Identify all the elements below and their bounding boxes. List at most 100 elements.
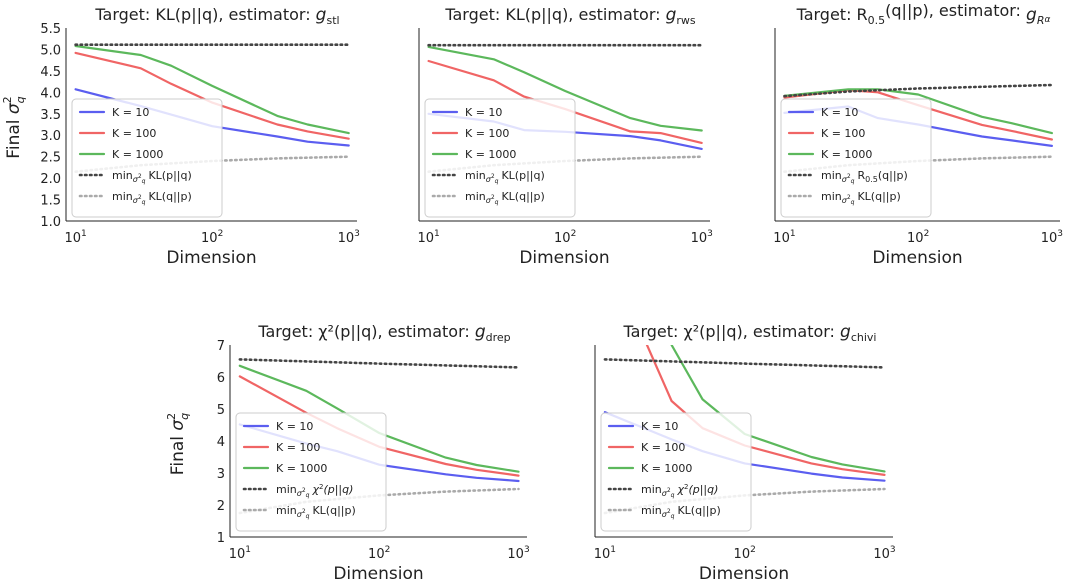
legend-label-part: σ <box>297 489 303 498</box>
chart-title-part: Target: KL(p||q), estimator: <box>94 5 315 24</box>
y-tick-label: 1 <box>217 531 225 546</box>
legend-label-part: σ <box>842 196 848 205</box>
x-tick-label-part: 10 <box>554 231 571 246</box>
chart-title-part: R <box>1037 14 1045 27</box>
legend-label-part: 2 <box>138 173 142 180</box>
y-tick-label: 4.0 <box>40 86 61 101</box>
y-tick-label: 5 <box>217 403 225 418</box>
chart-title: Target: KL(p||q), estimator: gstl <box>94 5 339 27</box>
x-tick-label-part: 1 <box>245 545 251 555</box>
x-tick-label-part: 1 <box>81 229 87 239</box>
chart-title: Target: χ²(p||q), estimator: gdrep <box>257 322 510 344</box>
legend-label: minσ2q χ2(p||q) <box>641 483 718 499</box>
y-axis-label-part: 2 <box>1 96 14 103</box>
chart-title-part: chivi <box>851 331 877 344</box>
y-tick-label: 2.5 <box>40 151 61 166</box>
legend-label: minσ2q KL(q||p) <box>112 190 192 206</box>
y-tick-label: 6 <box>217 371 225 386</box>
x-tick-label-part: 10 <box>338 231 355 246</box>
legend-label: minσ2q KL(q||p) <box>641 504 721 520</box>
legend-label-part: 2 <box>667 508 671 515</box>
legend-label: K = 10 <box>641 420 678 433</box>
x-tick-label-part: 2 <box>218 229 224 239</box>
x-tick-label-part: 10 <box>64 231 81 246</box>
legend-label-part: (p||q) <box>323 483 353 496</box>
x-tick-label-part: 3 <box>707 229 713 239</box>
y-axis-label: Final σ2q <box>165 413 191 475</box>
chart-title-part: g <box>316 5 327 25</box>
y-axis-label-part: q <box>178 413 191 420</box>
legend-label: K = 10 <box>112 106 149 119</box>
legend-label-part: σ <box>297 510 303 519</box>
x-tick-label-part: 10 <box>368 547 385 562</box>
legend-label: minσ2q KL(p||q) <box>112 169 192 185</box>
legend-box <box>424 98 576 218</box>
y-tick-label: 1.0 <box>40 215 61 230</box>
legend-label-part: σ <box>486 175 492 184</box>
legend-label: K = 100 <box>112 127 156 140</box>
legend: K = 10 K = 100 K = 1000 minσ2q χ2(p||q) minσ2… <box>600 412 752 532</box>
chart-title-part: g <box>475 322 486 342</box>
chart-title-part: rws <box>676 14 696 27</box>
series-line <box>603 358 886 369</box>
legend-label-part: 2 <box>302 487 306 494</box>
x-tick-label-part: 3 <box>524 545 530 555</box>
x-tick-label-part: 3 <box>354 229 360 239</box>
legend-label: K = 1000 <box>821 148 872 161</box>
y-tick-label: 2.0 <box>40 172 61 187</box>
x-tick-label: 103 <box>507 545 529 562</box>
x-tick-label: 103 <box>1041 229 1063 246</box>
x-tick-label-part: 10 <box>201 231 218 246</box>
y-tick-label: 4 <box>217 435 225 450</box>
legend-label-part: KL(q||p) <box>857 190 900 203</box>
x-tick-label-part: 1 <box>434 229 440 239</box>
legend-label-part: (p||q) <box>688 483 718 496</box>
legend-label-part: σ <box>662 489 668 498</box>
chart-title: Target: R0.5(q||p), estimator: gRα <box>796 1 1051 27</box>
x-tick-label-part: 10 <box>1041 231 1058 246</box>
legend-label-part: min <box>276 483 297 496</box>
legend-box <box>71 98 223 218</box>
legend-label-part: 2 <box>491 173 495 180</box>
chart-title-part: α <box>1044 15 1050 25</box>
chart-title-part: Target: χ²(p||q), estimator: <box>257 322 475 341</box>
x-tick-label-part: 10 <box>594 547 611 562</box>
x-tick-label: 101 <box>229 545 251 562</box>
legend-label-part: min <box>465 169 486 182</box>
y-tick-label: 3 <box>217 467 225 482</box>
legend-label-part: χ <box>311 483 319 496</box>
series-line <box>238 358 520 369</box>
x-tick-label-part: 10 <box>229 547 246 562</box>
legend-label-part: σ <box>842 175 848 184</box>
y-axis-label-part: σ <box>168 419 188 431</box>
legend-label-part: q <box>142 178 146 185</box>
legend-label: K = 1000 <box>641 462 692 475</box>
legend-label-part: σ <box>133 196 139 205</box>
x-axis-label: Dimension <box>519 248 609 268</box>
y-tick-label: 3.5 <box>40 108 61 123</box>
x-tick-label: 101 <box>417 229 439 246</box>
legend-label: K = 1000 <box>112 148 163 161</box>
y-axis-label-part: σ <box>4 102 24 114</box>
legend-label: K = 100 <box>641 441 685 454</box>
x-tick-label: 102 <box>201 229 223 246</box>
legend-label-part: R <box>857 169 865 182</box>
y-tick-label: 2 <box>217 499 225 514</box>
chart-title-part: g <box>1026 5 1037 25</box>
x-tick-label-part: 2 <box>750 545 756 555</box>
x-tick-label-part: 1 <box>610 545 616 555</box>
legend-label-part: KL(q||p) <box>501 190 544 203</box>
legend-label: minσ2q KL(p||q) <box>465 169 545 185</box>
legend-label: K = 10 <box>821 106 858 119</box>
series-line <box>427 45 703 132</box>
x-tick-label: 103 <box>338 229 360 246</box>
legend-label-part: χ <box>676 483 684 496</box>
y-tick-label: 7 <box>217 339 225 354</box>
legend-label-part: 2 <box>138 194 142 201</box>
legend-label: K = 1000 <box>465 148 516 161</box>
chart-title-part: g <box>840 322 851 342</box>
